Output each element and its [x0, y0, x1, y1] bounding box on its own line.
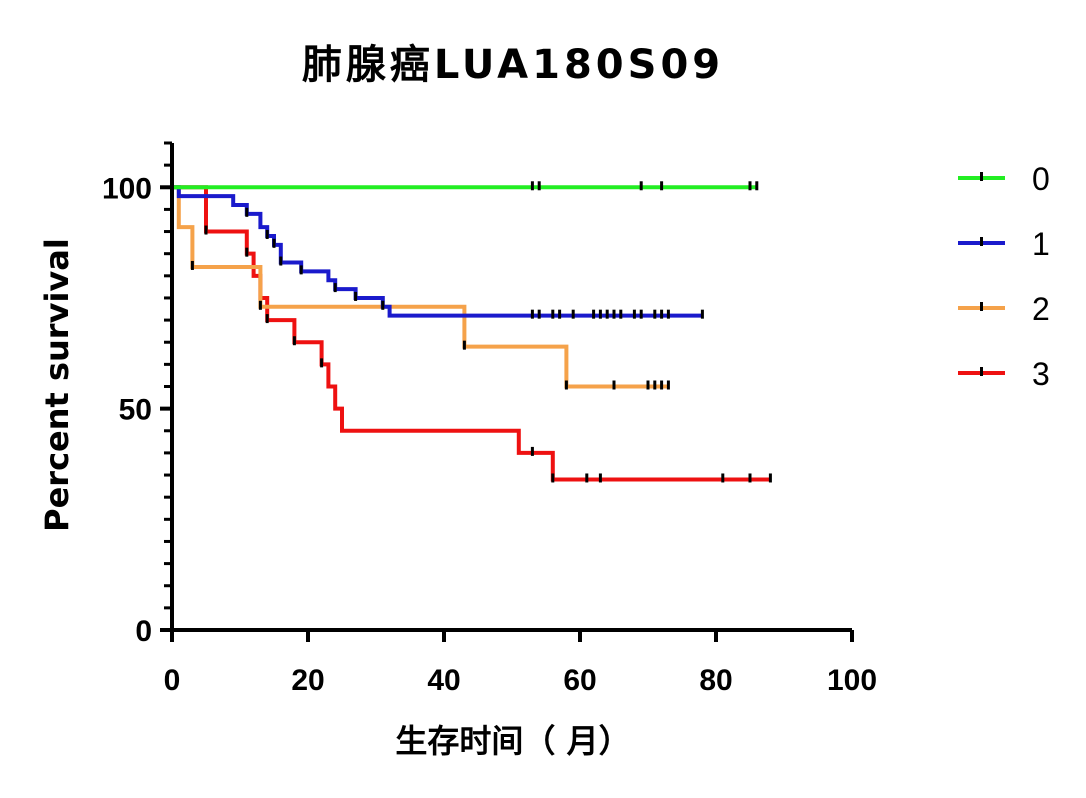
- y-axis-label: Percent survival: [38, 238, 76, 532]
- x-tick-label: 80: [699, 664, 732, 697]
- series-2-line: [172, 185, 669, 389]
- x-tick-label: 60: [563, 664, 596, 697]
- x-tick-label: 100: [827, 664, 877, 697]
- y-tick-label: 50: [119, 394, 152, 427]
- legend-label-3: 3: [1032, 356, 1050, 392]
- series-3-line: [172, 185, 771, 482]
- y-tick-label: 0: [135, 615, 152, 648]
- x-axis-label: 生存时间（ 月）: [395, 722, 630, 760]
- chart-title: 肺腺癌LUA180S09: [302, 42, 724, 88]
- plot-area: [172, 181, 772, 483]
- x-tick-label: 20: [291, 664, 324, 697]
- legend-label-1: 1: [1032, 226, 1050, 262]
- x-tick-label: 0: [164, 664, 181, 697]
- legend-label-0: 0: [1032, 161, 1050, 197]
- x-tick-label: 40: [427, 664, 460, 697]
- legend-label-2: 2: [1032, 291, 1050, 327]
- legend: 0 1 2 3: [958, 161, 1050, 392]
- y-tick-label: 100: [102, 172, 152, 205]
- series-1-line: [172, 185, 703, 318]
- axes: 0 50 100 0 20 40 60 80 100: [102, 141, 877, 697]
